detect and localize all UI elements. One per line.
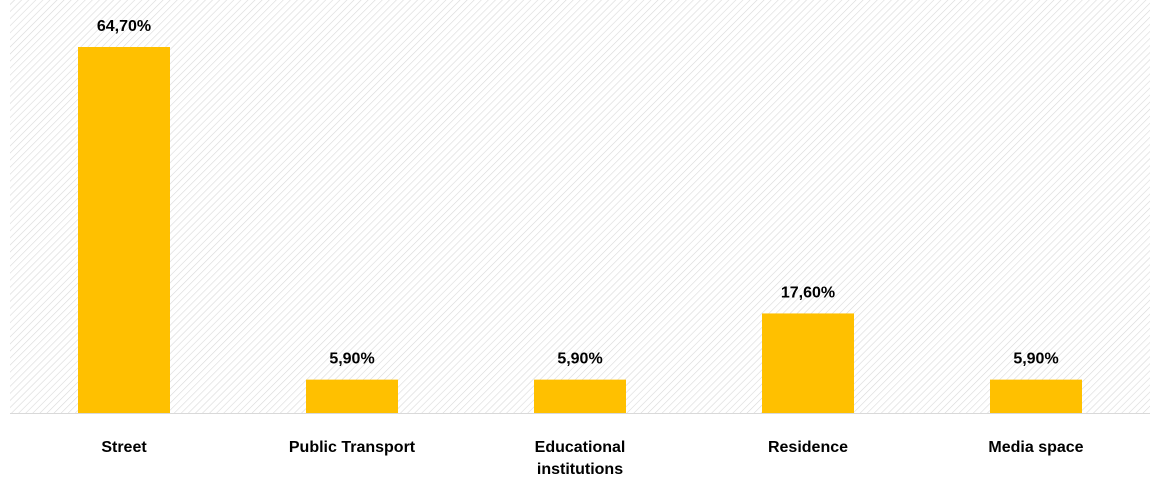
x-tick-label: Media space	[988, 439, 1084, 456]
data-label: 5,90%	[557, 351, 602, 368]
x-tick-label: Street	[101, 439, 147, 456]
bar	[762, 313, 854, 413]
bar	[78, 47, 170, 413]
data-label: 5,90%	[1013, 351, 1058, 368]
data-label: 5,90%	[329, 351, 374, 368]
plot-background	[10, 0, 1150, 413]
bar	[534, 379, 626, 413]
data-label: 64,70%	[97, 18, 151, 35]
x-tick-label: Residence	[767, 439, 849, 456]
data-label: 17,60%	[781, 284, 835, 301]
x-tick-label: Educational institutions	[534, 439, 626, 478]
x-tick-label: Public Transport	[288, 439, 416, 456]
bar	[990, 379, 1082, 413]
bar	[306, 379, 398, 413]
